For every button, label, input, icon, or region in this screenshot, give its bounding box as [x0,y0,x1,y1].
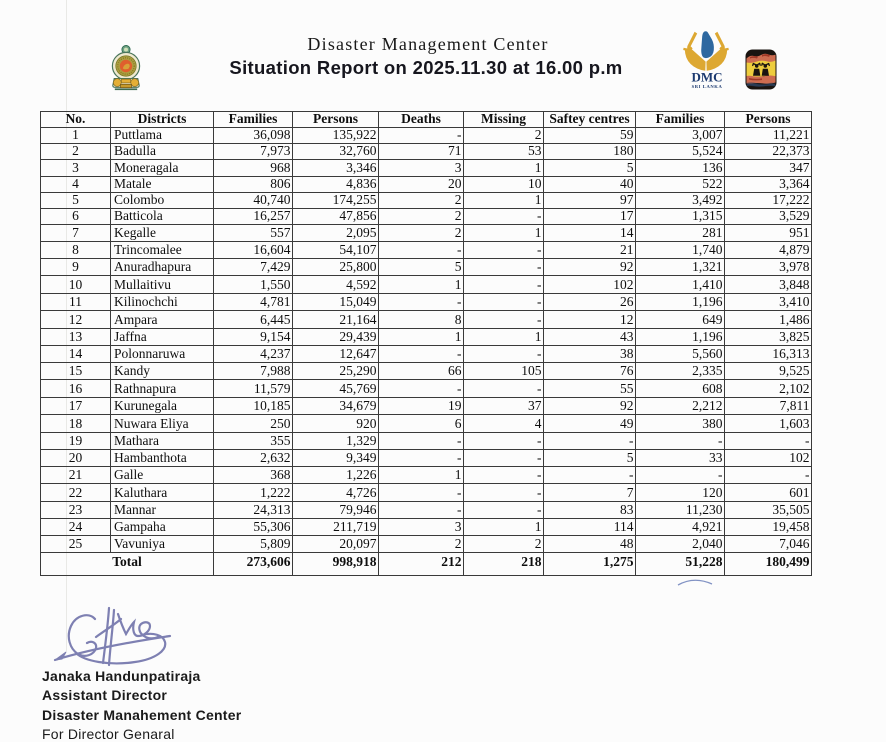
svg-text:SRI LANKA: SRI LANKA [692,84,723,89]
svg-text:DMC: DMC [691,70,722,85]
